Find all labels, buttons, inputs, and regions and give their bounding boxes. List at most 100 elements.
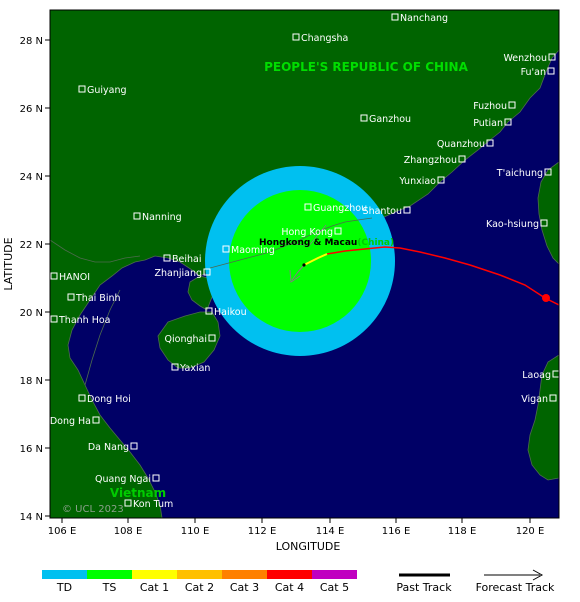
- legend-swatch-ts: [87, 570, 132, 579]
- city-label: Ganzhou: [369, 114, 411, 125]
- legend-swatch-cat-5: [312, 570, 357, 579]
- coastline-in-storm: [209, 217, 373, 269]
- city-marker: [403, 206, 411, 214]
- legend-label: TD: [56, 581, 72, 594]
- city-label: Shantou: [363, 206, 402, 217]
- border-line: [50, 239, 141, 263]
- city-marker: [171, 363, 179, 371]
- lon-tick-label: 110 E: [181, 526, 210, 537]
- city-marker: [163, 254, 171, 262]
- lat-tick-label: 16 N: [20, 444, 43, 455]
- city-label: Hong Kong: [281, 227, 333, 238]
- city-marker: [78, 85, 86, 93]
- city-label: Qionghai: [165, 334, 207, 345]
- city-label: Guangzhou: [313, 203, 367, 214]
- storm-center: [302, 263, 306, 267]
- country-label: PEOPLE'S REPUBLIC OF CHINA: [264, 60, 468, 74]
- city-label: Beihai: [172, 254, 201, 265]
- city-marker: [360, 114, 368, 122]
- lat-tick-label: 18 N: [20, 376, 43, 387]
- city-marker: [549, 394, 557, 402]
- city-marker: [391, 13, 399, 21]
- y-axis-label: LATITUDE: [2, 237, 15, 290]
- lat-tick-label: 26 N: [20, 104, 43, 115]
- city-label: Fuzhou: [473, 101, 507, 112]
- legend-label: TS: [102, 581, 117, 594]
- past-track-legend-label: Past Track: [396, 581, 452, 594]
- lat-tick-label: 22 N: [20, 240, 43, 251]
- lon-tick-label: 120 E: [516, 526, 545, 537]
- lat-tick-label: 24 N: [20, 172, 43, 183]
- city-label: Putian: [473, 118, 503, 129]
- legend-swatch-cat-4: [267, 570, 312, 579]
- city-label: Fu'an: [521, 67, 546, 78]
- track-point: [542, 294, 550, 302]
- city-label: Haikou: [214, 307, 247, 318]
- hainan-island: [157, 311, 221, 369]
- x-axis-label: LONGITUDE: [276, 540, 341, 553]
- lat-tick-label: 14 N: [20, 512, 43, 523]
- city-label: Vigan: [521, 394, 548, 405]
- lon-tick-label: 116 E: [382, 526, 411, 537]
- lon-tick-label: 112 E: [248, 526, 277, 537]
- forecast-track: [291, 264, 305, 281]
- city-marker: [437, 176, 445, 184]
- tropical-storm-radius: [229, 190, 371, 332]
- city-label: Dong Ha: [50, 416, 91, 427]
- legend-label: Cat 1: [140, 581, 169, 594]
- city-marker: [547, 67, 555, 75]
- city-marker: [458, 155, 466, 163]
- legend-swatch-td: [42, 570, 87, 579]
- city-label: Nanning: [142, 212, 182, 223]
- lat-tick-label: 28 N: [20, 36, 43, 47]
- legend-label: Cat 2: [185, 581, 214, 594]
- city-label: Guiyang: [87, 85, 127, 96]
- city-label: Yunxiao: [398, 176, 436, 187]
- city-label: Zhangzhou: [404, 155, 457, 166]
- legend-label: Cat 5: [320, 581, 349, 594]
- city-label: Laoag: [522, 370, 551, 381]
- city-marker: [508, 101, 516, 109]
- map-area: Nanchang Changsha Wenzhou Fu'an Guiyang Ganzh…: [50, 10, 559, 518]
- city-label: Zhanjiang: [154, 268, 202, 279]
- forecast-arrow-head: [289, 269, 301, 283]
- city-marker: [548, 53, 556, 61]
- city-label: Thai Binh: [75, 293, 121, 304]
- forecast-track-legend-arrow: [532, 569, 544, 581]
- lon-tick-label: 114 E: [316, 526, 345, 537]
- city-label: Quang Ngai: [95, 474, 151, 485]
- axis-ticks: 106 E 108 E 110 E 112 E 114 E 116 E 118 E 120 E…: [20, 36, 545, 537]
- legend-swatch-cat-1: [132, 570, 177, 579]
- border-line: [84, 289, 121, 386]
- legend-swatch-cat-2: [177, 570, 222, 579]
- city-marker: [130, 442, 138, 450]
- city-marker: [78, 394, 86, 402]
- legend-label: Cat 3: [230, 581, 259, 594]
- city-marker: [50, 272, 58, 280]
- vietnam-label: Vietnam: [110, 486, 166, 500]
- city-marker: [203, 268, 211, 276]
- city-marker: [334, 227, 342, 235]
- city-marker: [304, 203, 312, 211]
- city-marker: [504, 118, 512, 126]
- city-label: Kon Tum: [133, 499, 173, 510]
- city-label: HANOI: [59, 272, 90, 283]
- label-leader-line: [279, 242, 306, 246]
- city-marker: [222, 245, 230, 253]
- luzon-island: [527, 354, 559, 481]
- legend-label: Cat 4: [275, 581, 304, 594]
- city-label: Nanchang: [400, 13, 448, 24]
- city-label: Thanh Hoa: [58, 315, 111, 326]
- city-label: T'aichung: [496, 168, 543, 179]
- storm-area-label: Hongkong & Macau(China): [259, 238, 394, 248]
- city-label: Changsha: [301, 33, 348, 44]
- storm-yellow-segment: [303, 253, 328, 266]
- copyright-notice: © UCL 2023: [62, 504, 124, 515]
- city-marker: [124, 499, 132, 507]
- city-label: Maoming: [231, 245, 275, 256]
- lat-tick-label: 20 N: [20, 308, 43, 319]
- map-frame: [49, 9, 560, 519]
- city-marker: [544, 168, 552, 176]
- city-marker: [208, 334, 216, 342]
